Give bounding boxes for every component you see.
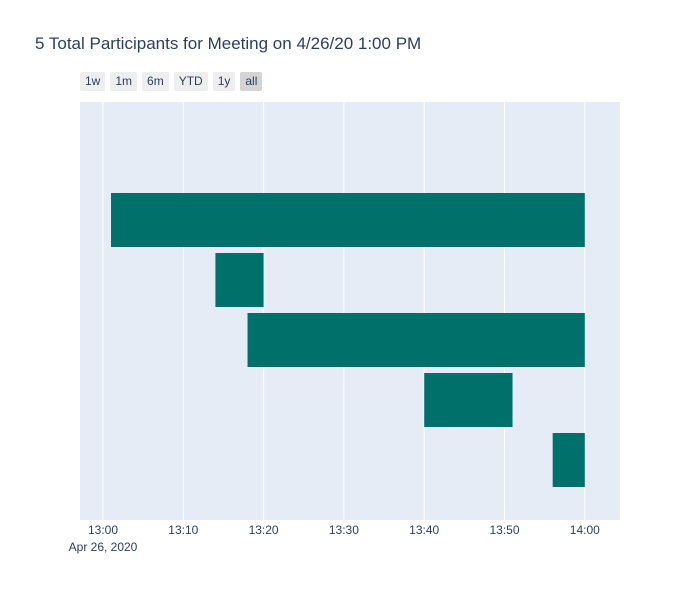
x-tick-label: 13:30 [329, 523, 359, 537]
range-button-1w[interactable]: 1w [80, 72, 106, 91]
x-tick-label: 13:20 [249, 523, 279, 537]
participant-bar-4[interactable] [424, 373, 513, 427]
x-tick-label: 13:10 [168, 523, 198, 537]
x-tick-label: 14:00 [570, 523, 600, 537]
x-tick-label: 13:50 [489, 523, 519, 537]
range-button-ytd[interactable]: YTD [173, 72, 208, 91]
x-tick-label: 13:00 [88, 523, 118, 537]
range-selector: 1w 1m 6m YTD 1y all [80, 72, 263, 91]
x-tick-label: 13:40 [409, 523, 439, 537]
x-axis: 13:00 13:10 13:20 13:30 13:40 13:50 14:00 [88, 523, 600, 537]
participant-bar-5[interactable] [552, 433, 585, 487]
range-button-1y[interactable]: 1y [212, 72, 236, 91]
x-axis-date-label: Apr 26, 2020 [69, 540, 138, 554]
range-button-1m[interactable]: 1m [110, 72, 138, 91]
grid-lines [102, 102, 586, 520]
chart-title: 5 Total Participants for Meeting on 4/26… [35, 34, 422, 53]
participant-bar-2[interactable] [215, 253, 264, 307]
range-button-all[interactable]: all [240, 72, 263, 91]
participant-bar-1[interactable] [111, 193, 585, 247]
range-button-6m[interactable]: 6m [142, 72, 169, 91]
participant-bar-3[interactable] [247, 313, 585, 367]
participant-bars [111, 193, 585, 487]
plot-area[interactable] [80, 102, 620, 520]
